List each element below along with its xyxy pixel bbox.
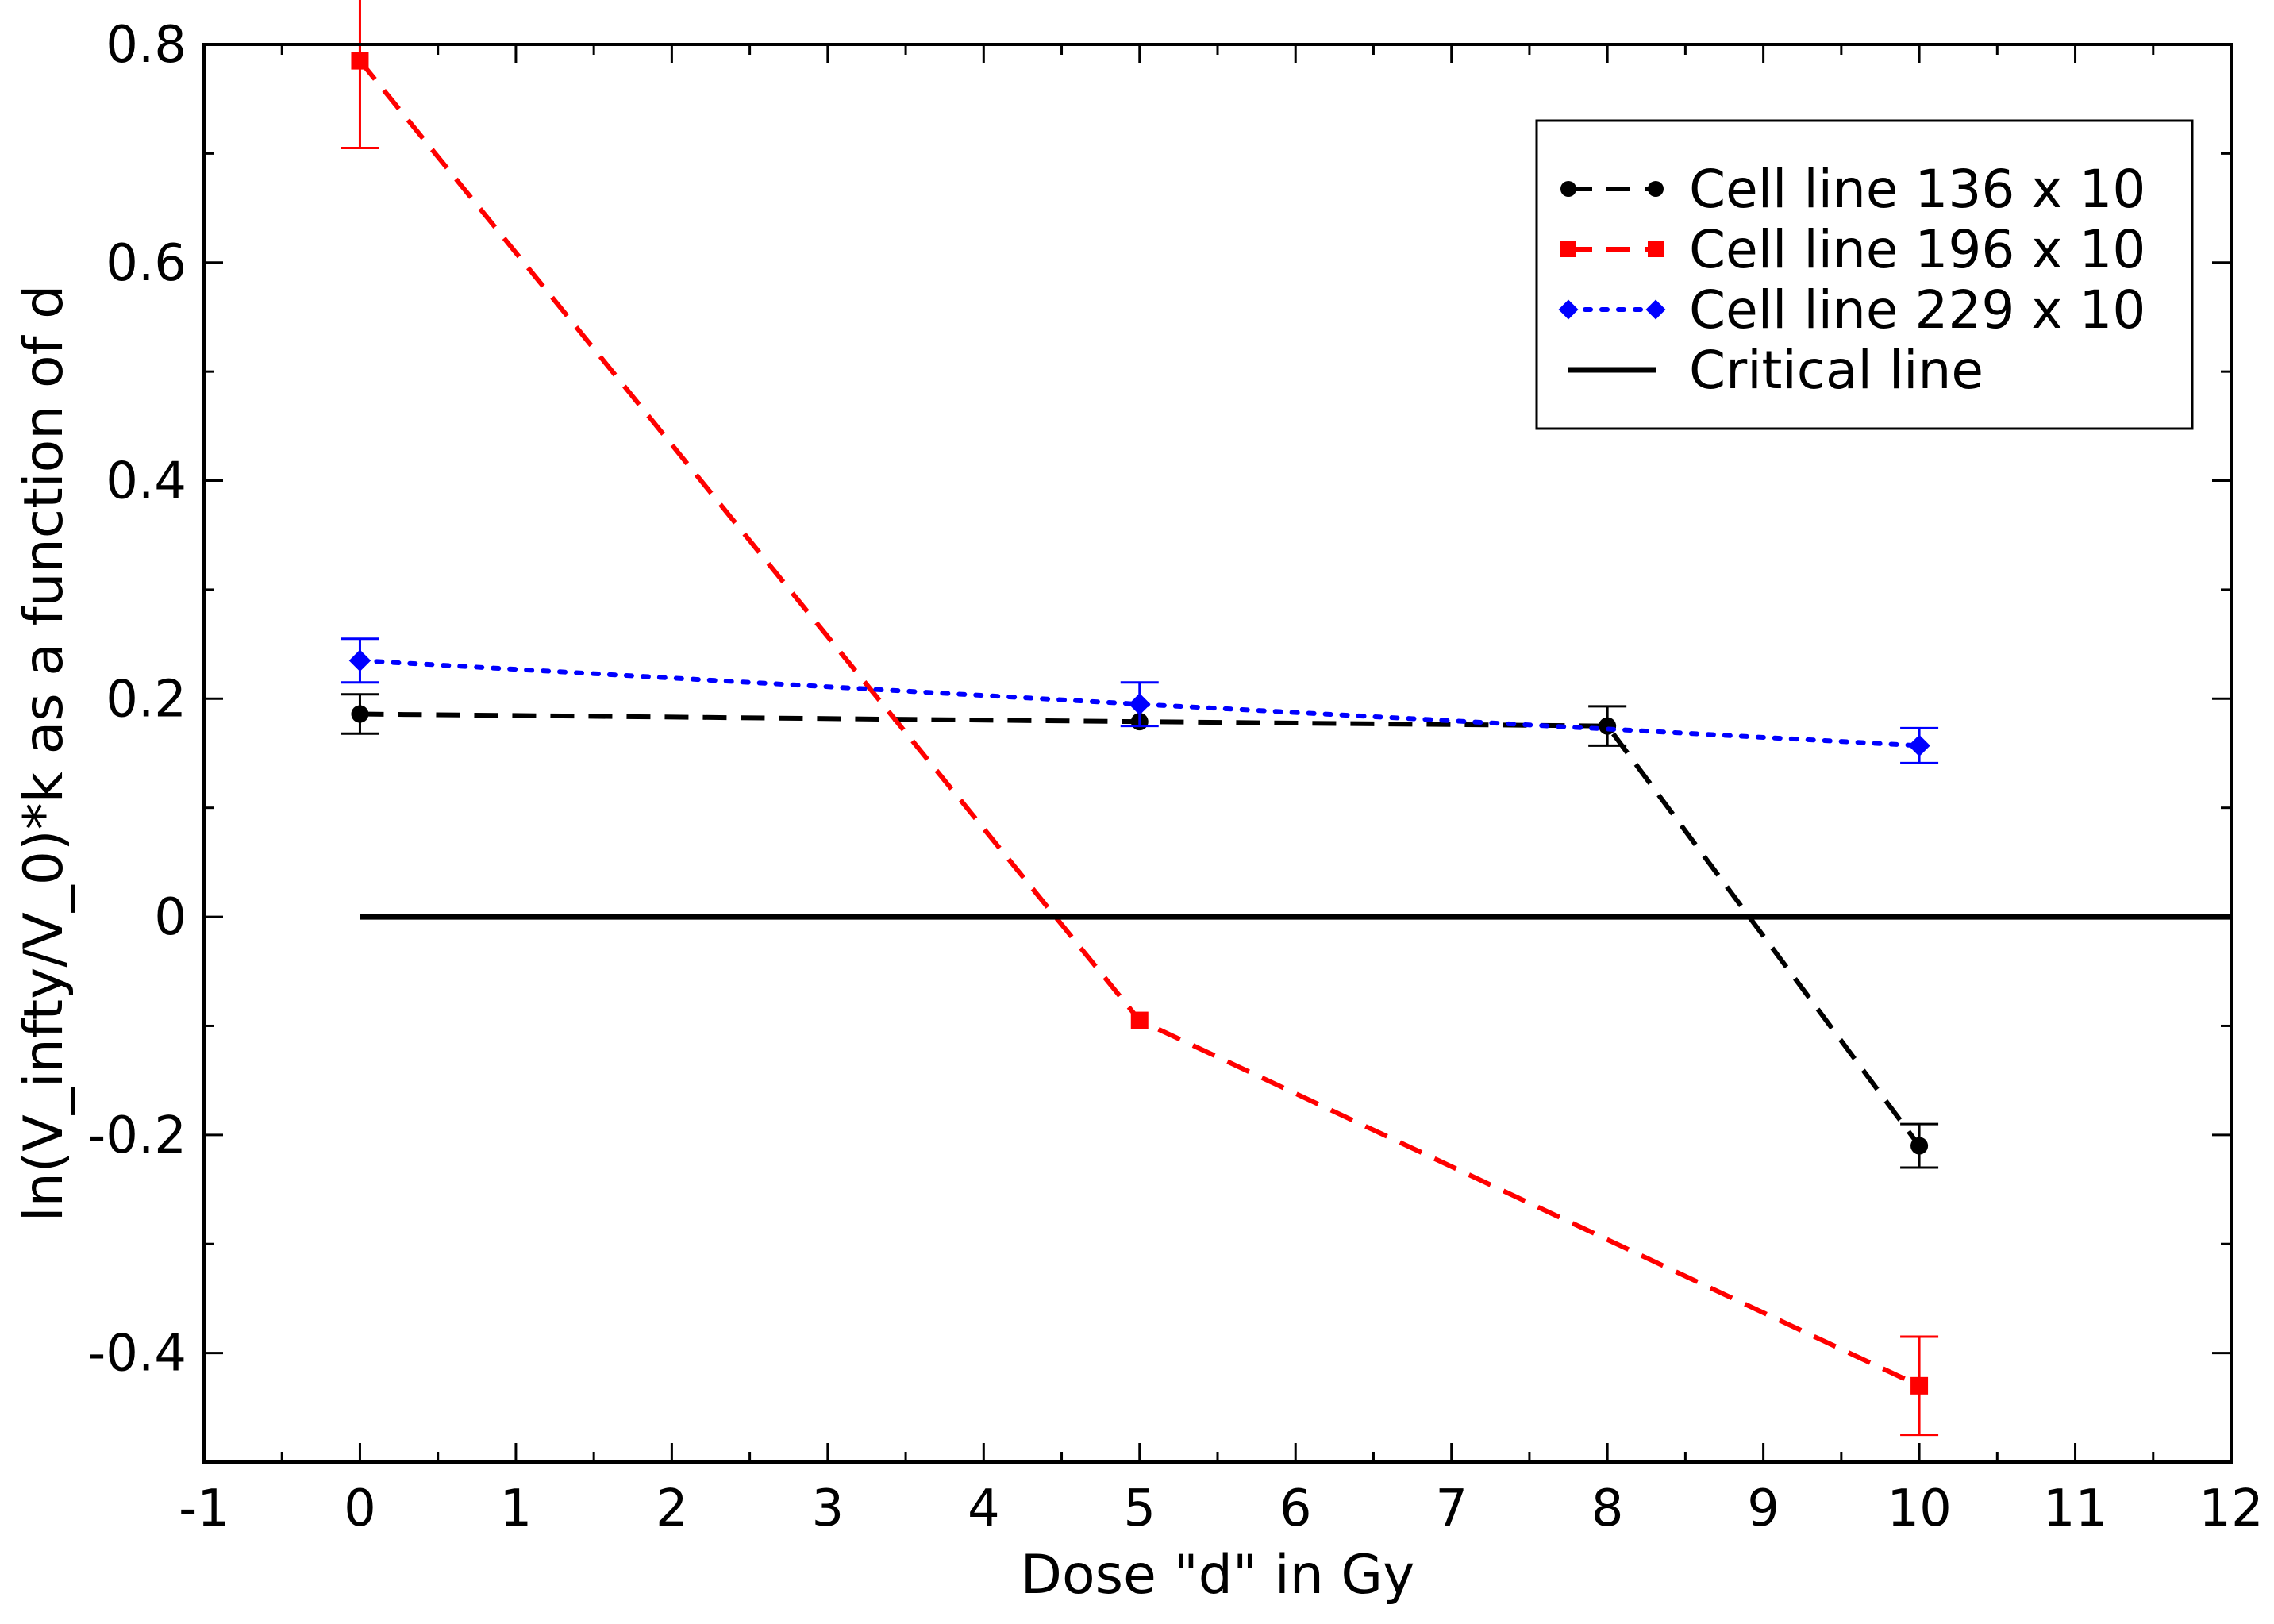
legend-entry-2: Cell line 196 x 10 bbox=[1560, 219, 2145, 280]
x-tick-label: 5 bbox=[1123, 1480, 1156, 1538]
data-point bbox=[1599, 717, 1617, 735]
legend-entry-1: Cell line 136 x 10 bbox=[1560, 159, 2145, 220]
legend-box bbox=[1535, 119, 2194, 430]
series-line bbox=[360, 711, 1922, 1148]
legend-label: Cell line 136 x 10 bbox=[1689, 159, 2145, 220]
y-tick-label: -0.4 bbox=[87, 1325, 187, 1383]
series-2 bbox=[341, 0, 1939, 1437]
y-tick-label: 0.2 bbox=[106, 670, 187, 729]
x-tick-label: 2 bbox=[656, 1480, 688, 1538]
legend-marker bbox=[1645, 299, 1666, 320]
y-tick-label: 0 bbox=[154, 888, 187, 947]
y-tick-label: 0.8 bbox=[106, 16, 187, 75]
data-point bbox=[351, 52, 369, 70]
legend-marker bbox=[1648, 241, 1664, 257]
tick-marks bbox=[202, 43, 2233, 1462]
x-tick-label: 12 bbox=[2199, 1480, 2263, 1538]
series-layer bbox=[341, 0, 2231, 1437]
y-axis-label: ln(V_infty/V_0)*k as a function of d bbox=[13, 285, 75, 1222]
legend-marker bbox=[1560, 241, 1576, 257]
data-point bbox=[351, 705, 369, 723]
x-tick-label: 6 bbox=[1279, 1480, 1312, 1538]
x-tick-label: 0 bbox=[344, 1480, 376, 1538]
x-tick-label: 7 bbox=[1435, 1480, 1468, 1538]
data-point bbox=[348, 649, 371, 672]
data-point bbox=[1910, 1376, 1929, 1395]
x-axis-label: Dose "d" in Gy bbox=[1021, 1544, 1415, 1607]
x-tick-label: 9 bbox=[1747, 1480, 1780, 1538]
legend-marker bbox=[1558, 299, 1579, 320]
legend-marker bbox=[1648, 181, 1664, 197]
x-tick-label: 3 bbox=[811, 1480, 844, 1538]
y-tick-label: 0.4 bbox=[106, 452, 187, 511]
tick-labels: -1 0 1 2 3 4 5 6 7 8 9 10 11 12-0.4-0.200.20.40.60.8 bbox=[87, 16, 2264, 1538]
data-point bbox=[1908, 734, 1930, 757]
legend-marker bbox=[1560, 181, 1576, 197]
y-tick-label: 0.6 bbox=[106, 234, 187, 293]
legend-label: Cell line 229 x 10 bbox=[1689, 279, 2145, 341]
x-tick-label: 1 bbox=[500, 1480, 533, 1538]
legend-entry-3: Cell line 229 x 10 bbox=[1558, 279, 2145, 341]
series-3 bbox=[341, 637, 1939, 764]
x-tick-label: 11 bbox=[2043, 1480, 2107, 1538]
legend-label: Cell line 196 x 10 bbox=[1689, 219, 2145, 280]
data-point bbox=[1130, 1011, 1149, 1029]
plot-frame bbox=[202, 43, 2233, 1464]
legend-label: Critical line bbox=[1689, 340, 1983, 401]
x-tick-label: 8 bbox=[1591, 1480, 1624, 1538]
data-point bbox=[1129, 693, 1151, 715]
x-tick-label: -1 bbox=[179, 1480, 229, 1538]
legend-entry-4: Critical line bbox=[1568, 340, 1983, 401]
data-point bbox=[1910, 1137, 1929, 1155]
x-tick-label: 4 bbox=[968, 1480, 1000, 1538]
series-line bbox=[357, 658, 1922, 749]
x-tick-label: 10 bbox=[1887, 1480, 1951, 1538]
y-tick-label: -0.2 bbox=[87, 1106, 187, 1165]
